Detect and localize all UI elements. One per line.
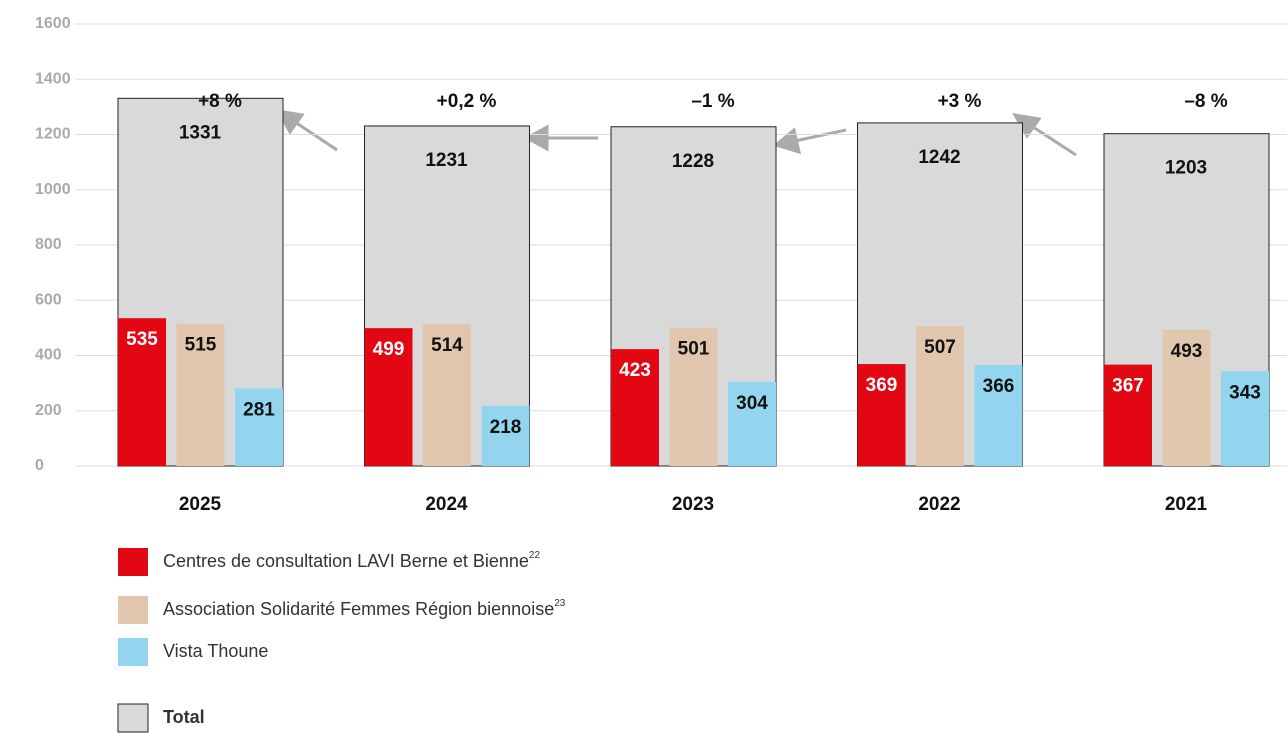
value-label: 366 [983,376,1015,397]
change-annotation: +3 % [938,91,982,112]
legend-swatch [117,703,149,733]
arrow [1029,123,1077,157]
change-annotation: +0,2 % [437,91,497,112]
bar [611,349,659,466]
value-label: 218 [490,417,522,438]
legend-swatch [118,548,148,576]
bar [176,323,225,466]
bar [669,327,718,466]
total-value-label: 1242 [918,147,960,168]
bar [728,382,776,466]
value-label: 304 [736,393,768,414]
legend-label: Centres de consultation LAVI Berne et Bi… [163,550,540,571]
value-label: 423 [619,360,651,381]
y-tick-label: 600 [35,291,62,308]
legend-label: Total [163,707,205,727]
change-annotation: –1 % [691,91,734,112]
total-value-label: 1228 [672,151,714,172]
bar [118,318,166,466]
value-label: 343 [1229,382,1261,403]
legend-name: Association Solidarité Femmes Région bie… [163,599,554,619]
total-value-label: 1231 [425,150,468,171]
bar [364,328,413,466]
arrow-head [772,127,802,155]
bar [423,324,471,466]
change-annotation: –8 % [1184,91,1227,112]
x-tick-label: 2021 [1165,494,1208,515]
legend-label: Vista Thoune [163,641,268,661]
value-label: 367 [1112,376,1144,397]
value-label: 514 [431,335,463,356]
y-tick-label: 1600 [35,15,71,32]
legend-footnote: 23 [554,598,566,609]
value-label: 281 [243,399,275,420]
bar [974,364,1023,466]
y-tick-label: 0 [35,457,44,474]
legend-name: Centres de consultation LAVI Berne et Bi… [163,551,529,571]
value-label: 501 [678,339,710,360]
legend-footnote: 22 [529,550,541,561]
trend-arrows [275,109,1077,157]
arrow-head [523,124,549,152]
change-annotation: +8 % [198,91,242,112]
total-value-label: 1331 [179,122,222,143]
bar [916,325,964,466]
y-tick-label: 1000 [35,181,71,198]
legend-swatch [118,596,148,624]
value-label: 493 [1171,341,1203,362]
bar [1162,329,1211,466]
value-label: 535 [126,329,158,350]
y-tick-label: 400 [35,347,62,364]
legend-name: Vista Thoune [163,641,268,661]
bar [1104,364,1152,466]
bar [857,364,906,466]
x-tick-label: 2022 [918,494,960,515]
bar [235,388,283,466]
y-tick-label: 800 [35,236,62,253]
y-tick-label: 200 [35,402,62,419]
x-tick-label: 2025 [179,494,222,515]
arrow [794,128,847,143]
value-label: 369 [866,375,898,396]
value-label: 499 [373,339,405,360]
value-label: 515 [185,335,217,356]
x-tick-label: 2024 [425,494,468,515]
bar [1221,371,1269,466]
y-tick-label: 1200 [35,126,71,143]
x-tick-label: 2023 [672,494,714,515]
value-label: 507 [924,337,956,358]
bar [481,405,530,466]
legend-label: Association Solidarité Femmes Région bie… [163,598,566,619]
arrow-head [275,109,305,135]
y-tick-label: 1400 [35,70,71,87]
total-value-label: 1203 [1165,158,1207,179]
legend-swatch [118,638,148,666]
